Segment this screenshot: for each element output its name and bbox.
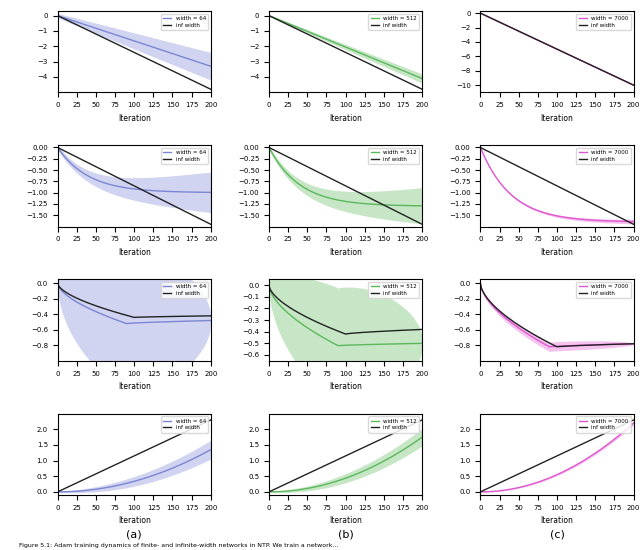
- Text: (a): (a): [126, 529, 142, 540]
- Legend: width = 7000, inf width: width = 7000, inf width: [577, 148, 631, 164]
- X-axis label: Iteration: Iteration: [118, 516, 150, 525]
- Legend: width = 7000, inf width: width = 7000, inf width: [577, 416, 631, 432]
- X-axis label: Iteration: Iteration: [541, 248, 573, 257]
- Legend: width = 512, inf width: width = 512, inf width: [369, 148, 419, 164]
- X-axis label: Iteration: Iteration: [329, 382, 362, 391]
- X-axis label: Iteration: Iteration: [118, 248, 150, 257]
- Legend: width = 64, inf width: width = 64, inf width: [161, 416, 208, 432]
- X-axis label: Iteration: Iteration: [541, 382, 573, 391]
- Legend: width = 64, inf width: width = 64, inf width: [161, 14, 208, 30]
- X-axis label: Iteration: Iteration: [118, 382, 150, 391]
- X-axis label: Iteration: Iteration: [329, 114, 362, 123]
- Legend: width = 7000, inf width: width = 7000, inf width: [577, 14, 631, 30]
- Text: (c): (c): [550, 529, 564, 540]
- Legend: width = 7000, inf width: width = 7000, inf width: [577, 282, 631, 298]
- X-axis label: Iteration: Iteration: [541, 114, 573, 123]
- Legend: width = 512, inf width: width = 512, inf width: [369, 282, 419, 298]
- Text: (b): (b): [338, 529, 353, 540]
- Legend: width = 64, inf width: width = 64, inf width: [161, 148, 208, 164]
- Legend: width = 512, inf width: width = 512, inf width: [369, 14, 419, 30]
- X-axis label: Iteration: Iteration: [118, 114, 150, 123]
- X-axis label: Iteration: Iteration: [329, 248, 362, 257]
- X-axis label: Iteration: Iteration: [541, 516, 573, 525]
- Text: Figure 5.1: Adam training dynamics of finite- and infinite-width networks in NTP: Figure 5.1: Adam training dynamics of fi…: [19, 543, 339, 548]
- X-axis label: Iteration: Iteration: [329, 516, 362, 525]
- Legend: width = 512, inf width: width = 512, inf width: [369, 416, 419, 432]
- Legend: width = 64, inf width: width = 64, inf width: [161, 282, 208, 298]
